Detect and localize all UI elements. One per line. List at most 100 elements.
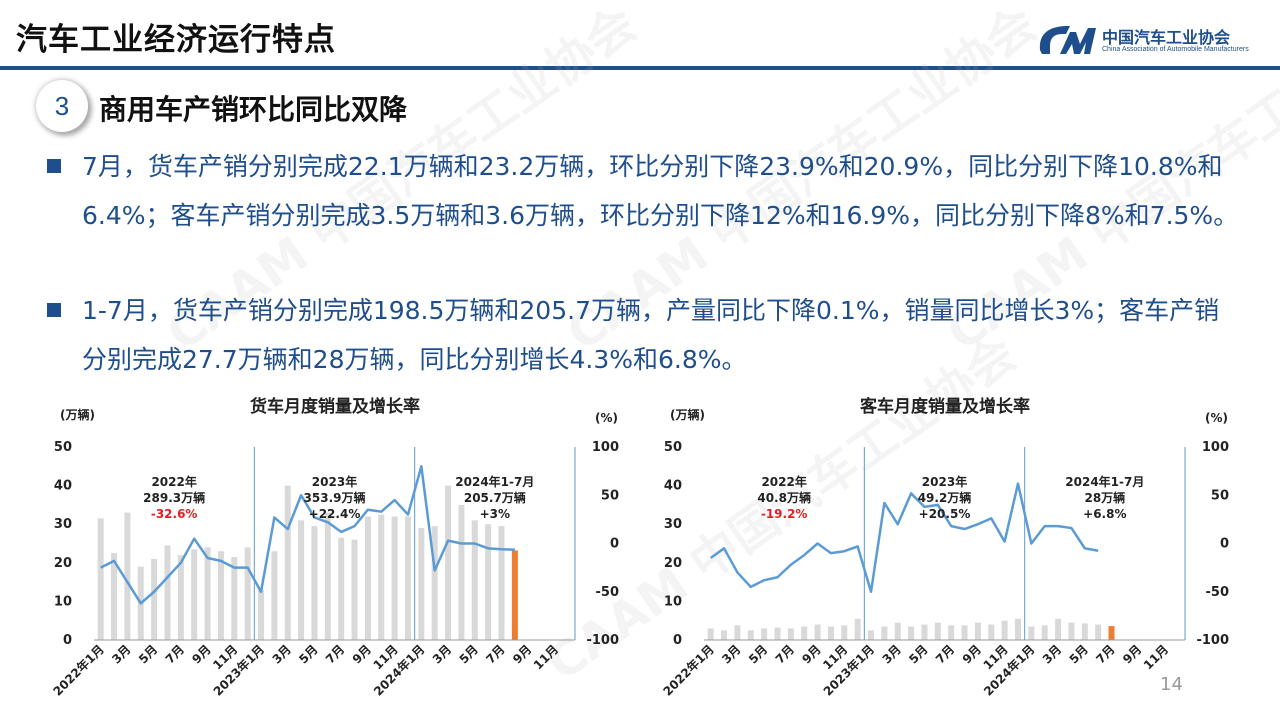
chart-title: 客车月度销量及增长率 [859,396,1030,417]
chart-bar [707,628,714,640]
period-total: 40.8万辆 [757,490,811,505]
section-number: 3 [36,80,88,132]
x-tick-label: 11月 [1141,642,1171,672]
x-tick-label: 5月 [1067,642,1091,666]
chart-bar [1014,618,1021,640]
chart-bar [841,625,848,640]
chart-bar [124,512,131,640]
right-tick-label: -100 [586,633,619,648]
chart-bar [111,553,118,640]
chart-bar [231,557,238,640]
right-tick-label: -50 [596,585,620,600]
chart-bar [485,524,492,640]
chart-bar [404,516,411,640]
chart-bar [311,526,318,640]
chart-bar [244,547,251,640]
section-title: 商用车产销环比同比双降 [99,93,408,126]
chart-bar [881,626,888,640]
period-total: 353.9万辆 [304,490,366,505]
left-tick-label: 30 [54,517,72,532]
left-tick-label: 0 [63,633,72,648]
left-axis-unit: (万辆) [60,407,95,422]
bullet-text-1: 7月，货车产销分别完成22.1万辆和23.2万辆，环比分别下降23.9%和20.… [82,152,1239,230]
chart-bar [458,504,465,640]
chart-bar [418,528,425,640]
right-tick-label: 50 [1211,488,1229,503]
right-tick-label: 50 [601,488,619,503]
period-growth: -32.6% [151,507,198,521]
chart-bar [934,622,941,640]
x-tick-label: 3月 [880,642,904,666]
left-tick-label: 0 [673,633,682,648]
bullet-marker [47,303,61,317]
x-tick-label: 3月 [719,642,743,666]
chart-bar [431,526,438,640]
chart-bar [721,630,728,640]
right-tick-label: 100 [592,440,619,455]
period-growth: +6.8% [1083,507,1126,521]
left-tick-label: 50 [664,440,682,455]
truck-sales-chart-svg: 货车月度销量及增长率(万辆) (%)50403020100100500-50-10… [50,396,620,699]
chart-bar [498,526,505,640]
chart-bar [761,628,768,640]
left-tick-label: 10 [54,594,72,609]
x-tick-label: 7月 [323,642,347,666]
chart-bar [97,518,104,640]
x-tick-label: 2022年1月 [50,642,107,699]
right-axis-unit: (%) [1205,411,1228,425]
period-total: 28万辆 [1084,490,1125,505]
chart-bar [1095,624,1102,640]
chart-bar [364,516,371,640]
period-growth: +22.4% [309,507,361,521]
left-tick-label: 50 [54,440,72,455]
page-title: 汽车工业经济运行特点 [16,22,336,58]
period-total: 49.2万辆 [918,490,972,505]
chart-bar [747,630,754,640]
chart-bar [827,626,834,640]
chart-bar [258,589,265,640]
page-number: 14 [1160,674,1183,695]
x-tick-label: 7月 [1093,642,1117,666]
x-tick-label: 5月 [746,642,770,666]
chart-bar [974,622,981,640]
chart-bar [1055,618,1062,640]
chart-bar [787,628,794,640]
chart-bar [177,555,184,640]
chart-bar [854,618,861,640]
right-axis-unit: (%) [595,411,618,425]
chart-bar [734,625,741,640]
left-tick-label: 30 [664,517,682,532]
bus-sales-chart-svg: 客车月度销量及增长率(万辆) (%)50403020100100500-50-10… [660,396,1229,699]
x-tick-label: 7月 [483,642,507,666]
period-total: 205.7万辆 [464,490,526,505]
period-growth: +3% [480,507,510,521]
chart-bar [1001,620,1008,640]
x-tick-label: 3月 [430,642,454,666]
period-year: 2023年 [922,474,967,489]
left-tick-label: 40 [54,479,72,494]
x-tick-label: 5月 [296,642,320,666]
chart-bar [1028,626,1035,640]
bullet-marker [47,159,61,173]
left-tick-label: 20 [664,556,682,571]
chart-bar [471,520,478,640]
period-year: 2024年1-7月 [455,474,534,489]
x-tick-label: 3月 [1040,642,1064,666]
chart-bar [908,626,915,640]
chart-bar [961,625,968,640]
chart-bar [511,550,518,640]
chart-title: 货车月度销量及增长率 [250,396,420,417]
left-tick-label: 10 [664,594,682,609]
chart-bar [271,551,278,640]
chart-bar [921,624,928,640]
chart-bar [378,514,385,640]
header-divider [0,66,1280,70]
chart-bar [894,622,901,640]
period-year: 2022年 [151,474,196,489]
x-tick-label: 3月 [109,642,133,666]
chart-bar [164,545,171,640]
chart-bar [814,624,821,640]
x-tick-label: 11月 [531,642,561,672]
logo-text-en: China Association of Automobile Manufact… [1102,46,1249,53]
period-total: 289.3万辆 [143,490,205,505]
